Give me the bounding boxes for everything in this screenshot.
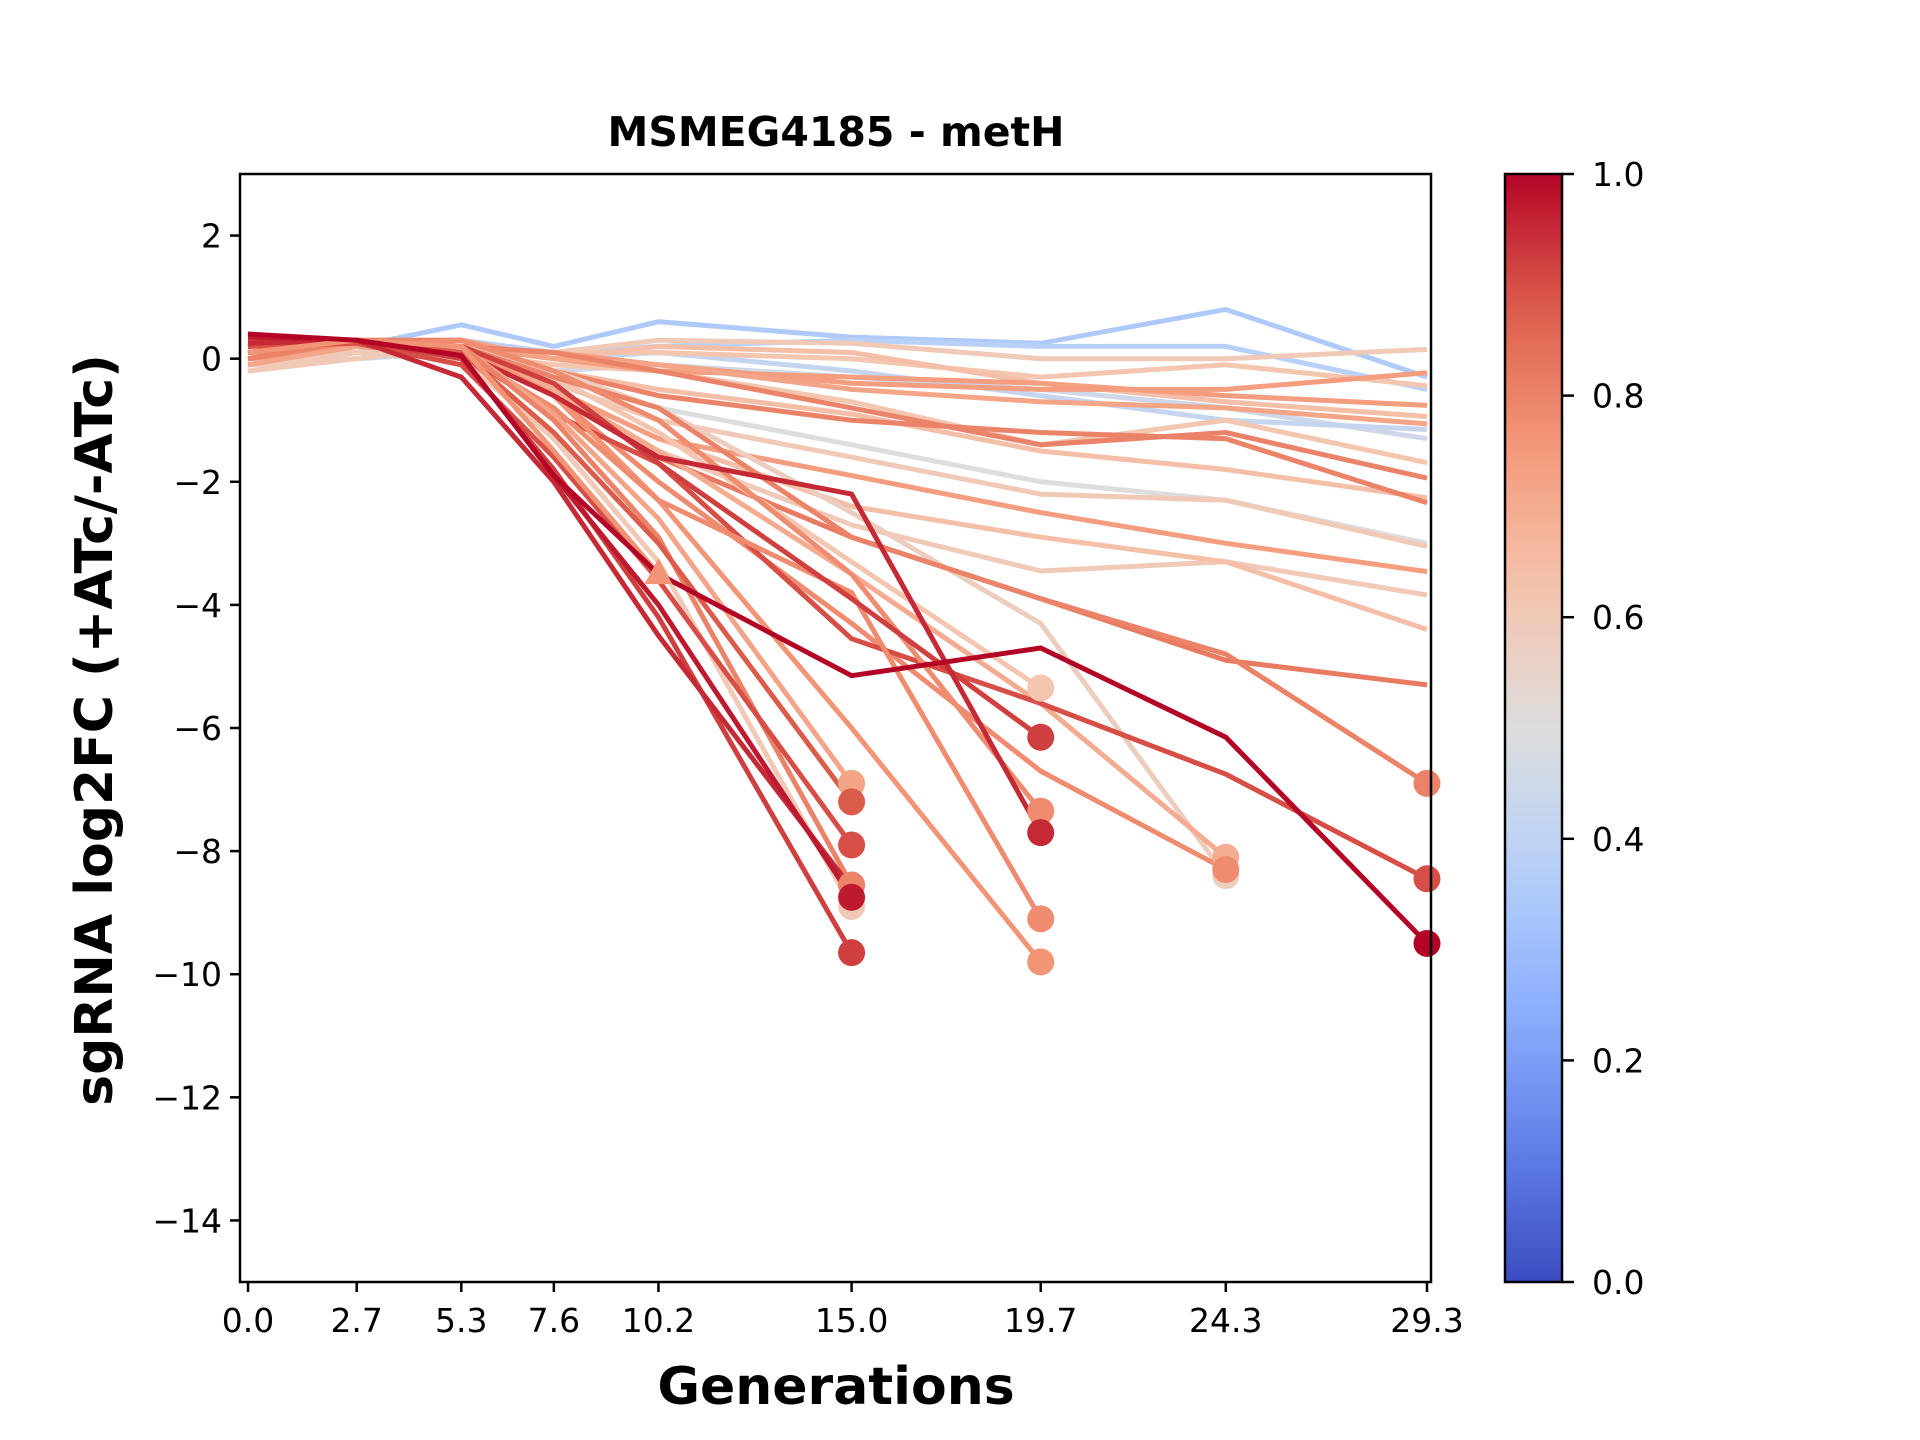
colorbar [1505,174,1562,1282]
x-tick-label: 29.3 [1390,1301,1463,1340]
colorbar-tick-label: 0.6 [1592,598,1644,637]
endpoint-marker-23 [1212,856,1240,884]
endpoint-marker-31 [838,769,866,797]
y-tick-label: −12 [152,1078,222,1117]
y-tick-label: −8 [173,832,222,871]
y-axis-label: sgRNA log2FC (+ATc/-ATc) [65,354,125,1106]
endpoint-marker-20 [1027,674,1055,702]
endpoint-marker-29 [1027,723,1055,751]
x-tick-label: 5.3 [435,1301,487,1340]
x-tick-label: 2.7 [330,1301,382,1340]
colorbar-tick-label: 1.0 [1592,155,1644,194]
endpoint-marker-27 [1027,948,1055,976]
y-tick-label: −2 [173,463,222,502]
chart-title: MSMEG4185 - metH [608,108,1065,156]
x-tick-label: 24.3 [1189,1301,1262,1340]
colorbar-tick-label: 0.2 [1592,1041,1644,1080]
endpoint-marker-28 [1027,905,1055,933]
y-tick-label: 2 [201,217,222,256]
endpoint-marker-40 [1413,929,1441,957]
series-lines [247,306,1429,964]
y-tick-label: 0 [201,340,222,379]
endpoint-marker-30 [1027,819,1055,847]
y-tick-label: −14 [152,1201,222,1240]
x-axis-label: Generations [657,1357,1014,1417]
colorbar-ticks: 0.0 0.2 0.4 0.6 0.8 1.0 [1562,155,1644,1302]
y-tick-label: −6 [173,709,222,748]
x-tick-label: 19.7 [1004,1301,1077,1340]
y-tick-label: −4 [173,586,222,625]
x-tick-label: 7.6 [528,1301,580,1340]
y-axis-ticks: 2 0 −2 −4 −6 −8 −10 −12 −14 [152,217,240,1240]
endpoint-marker-34 [838,788,866,816]
endpoint-marker-25 [1413,865,1441,893]
endpoint-marker-36 [838,939,866,967]
colorbar-tick-label: 0.4 [1592,820,1644,859]
colorbar-frame [1503,172,1564,1284]
x-axis-ticks: 0.0 2.7 5.3 7.6 10.2 15.0 19.7 24.3 29.3 [222,1282,1464,1340]
endpoint-marker-26 [1027,797,1055,825]
colorbar-tick-label: 0.8 [1592,377,1644,416]
series-line-33 [247,337,854,887]
colorbar-tick-label: 0.0 [1592,1263,1644,1302]
series-line-37 [247,337,854,890]
x-tick-label: 15.0 [815,1301,888,1340]
endpoint-marker-38 [838,883,866,911]
endpoint-triangle-39 [644,558,673,585]
series-line-38 [247,334,854,899]
series-line-39 [247,337,661,576]
series-line-26 [247,337,1043,813]
endpoint-marker-24 [1413,769,1441,797]
series-markers [644,558,1441,976]
x-tick-label: 0.0 [222,1301,274,1340]
x-tick-label: 10.2 [622,1301,695,1340]
y-tick-label: −10 [152,955,222,994]
endpoint-marker-35 [838,831,866,859]
